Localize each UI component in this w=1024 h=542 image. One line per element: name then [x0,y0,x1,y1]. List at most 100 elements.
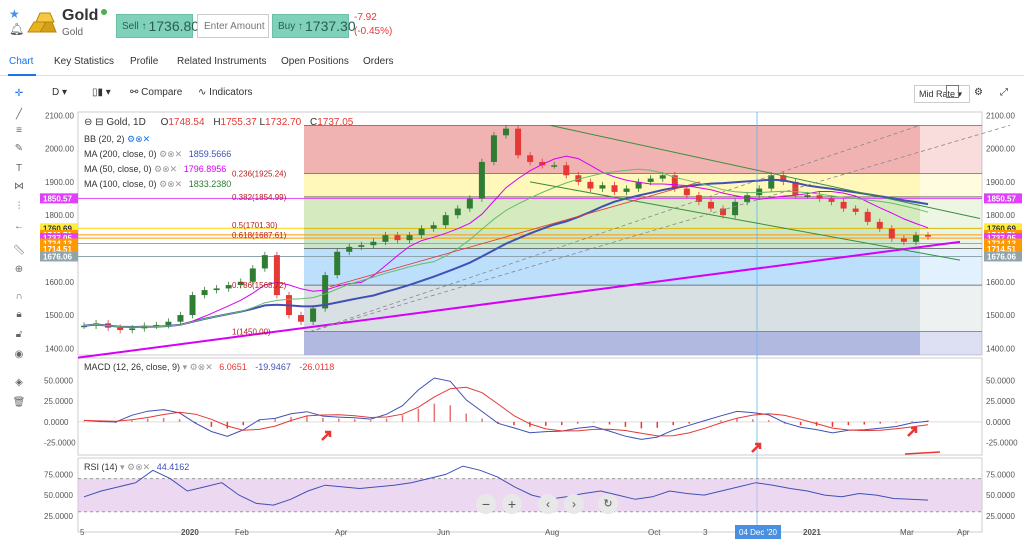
ruler-icon[interactable]: 📏︎ [12,245,26,256]
layers-icon[interactable]: ◈ [15,377,23,388]
expand-icon[interactable]: ⤢ [1000,87,1008,98]
candle-body [587,181,594,189]
candle-body [659,175,666,179]
candle-body [490,135,497,162]
price-type-select[interactable]: Mid Rate ▾ [914,85,970,103]
interval-select[interactable]: D ▾ [52,87,67,98]
tab-key-statistics[interactable]: Key Statistics [54,56,115,67]
instrument-tabs: Chart Key Statistics Profile Related Ins… [0,52,1024,76]
candle-body [346,246,353,252]
candle-body [756,188,763,196]
price-tick-left: 1900.00 [45,178,74,187]
star-icon[interactable]: ★ [9,7,20,21]
price-tag-right [984,238,1022,249]
amount-input[interactable] [197,14,269,38]
sell-button[interactable]: Sell ↑ 1736.80 [116,14,199,38]
tab-chart[interactable]: Chart [9,56,34,67]
magnet-icon[interactable]: ∩ [15,291,23,302]
macd-tick-left: 50.0000 [44,376,73,385]
candle-body [732,201,739,216]
price-tag-left [40,251,78,262]
macd-tick-right: -25.0000 [986,439,1018,448]
ma200-label: MA (200, close, 0) [84,149,157,159]
high-value: 1755.37 [220,117,257,128]
zoom-in-icon[interactable]: + [502,494,522,514]
back-arrow-icon[interactable]: ← [14,221,24,232]
indicator-controls-icon[interactable]: ⚙⊗✕ [159,179,183,189]
caret-down-icon: ▾ [62,87,68,98]
price-tick-left: 1500.00 [45,311,74,320]
candle-body [503,128,509,136]
active-tab-indicator [8,74,36,76]
chart-type-select[interactable]: ▯▮ ▾ [92,87,111,98]
indicator-controls-icon[interactable]: ▾ ⚙⊗✕ [120,462,151,472]
macd-tick-left: -25.0000 [44,439,76,448]
time-tick-label: 5 [80,528,85,537]
open-label: O [160,117,169,128]
candle-body [358,245,365,247]
annotation-arrow-icon [907,426,918,437]
macd-value-1: 6.0651 [219,362,247,372]
tab-orders[interactable]: Orders [363,56,394,67]
fib-icon[interactable]: ⫶ [17,201,21,212]
annotation-line [904,451,941,455]
candle-body [406,235,413,241]
price-tag-right [984,251,1022,262]
rsi-label: RSI (14) [84,462,118,472]
fullscreen-icon[interactable] [946,85,959,98]
candle-body [707,201,714,209]
price-tick-left: 2000.00 [45,145,74,154]
instrument-header: ★ 🔔︎ Gold Gold Sell ↑1736.80 Buy ↑1737.3… [0,0,1024,46]
scroll-right-icon[interactable]: › [564,494,584,514]
eye-icon[interactable]: ◉ [14,349,24,360]
pattern-icon[interactable]: ⋈ [14,181,24,192]
reset-chart-icon[interactable]: ↻ [598,494,618,514]
text-tool-icon[interactable]: T [15,163,23,174]
candle-body [81,325,87,328]
zoom-out-icon[interactable]: − [476,494,496,514]
price-tag-left [40,223,78,234]
indicator-controls-icon[interactable]: ⚙⊗✕ [127,134,151,144]
tab-related-instruments[interactable]: Related Instruments [177,56,267,67]
price-tick-right: 1400.00 [986,344,1015,353]
high-label: H [213,117,221,128]
uptrend-line [77,240,961,359]
macd-value-3: -26.0118 [299,362,335,372]
price-tag-text-left: 1714.51 [43,245,72,254]
indicators-button[interactable]: ∿ Indicators [198,87,253,98]
time-tick-label: 3 [703,528,708,537]
rsi-tick-right: 50.0000 [986,491,1015,500]
gold-bars-logo-icon [27,12,57,33]
crosshair-icon[interactable]: ✛ [14,88,24,99]
trendline-icon[interactable]: ╱ [15,109,23,120]
horizontal-lines-icon[interactable]: ≡ [16,125,22,136]
candle-body [442,215,449,226]
indicator-controls-icon[interactable]: ⚙⊗✕ [159,149,183,159]
tab-open-positions[interactable]: Open Positions [281,56,349,67]
compare-button[interactable]: ⚯ Compare [130,87,182,98]
price-tag-text-left: 1760.69 [43,224,72,233]
fib-label: 1(1450.00) [232,328,271,337]
alert-bell-icon[interactable]: 🔔︎ [9,22,25,36]
lock-icon[interactable]: 🔓︎ [15,329,23,340]
tab-profile[interactable]: Profile [130,56,159,67]
indicator-controls-icon[interactable]: ▾ ⚙⊗✕ [182,362,213,372]
settings-gear-icon[interactable]: ⚙ [974,87,983,98]
lock-drawings-icon[interactable]: 🔒︎ [16,309,22,320]
macd-value-2: -19.9467 [255,362,291,372]
interval-value: D [52,87,60,98]
sell-label: Sell [122,20,139,32]
legend-ma100: MA (100, close, 0) ⚙⊗✕ 1833.2380 [84,179,231,189]
indicator-controls-icon[interactable]: ⚙⊗✕ [154,164,178,174]
price-type-value: Mid Rate [919,89,956,99]
scroll-left-icon[interactable]: ‹ [538,494,558,514]
buy-button[interactable]: Buy ↑ 1737.30 [272,14,356,38]
candle-body [780,175,787,182]
zoom-icon[interactable]: ⊕ [14,264,24,275]
layout-icon[interactable]: ⊟ [95,117,104,128]
change-absolute: -7.92 [354,12,377,23]
trash-icon[interactable]: 🗑︎ [12,397,26,408]
collapse-icon[interactable]: ⊖ [84,117,93,128]
brush-icon[interactable]: ✎ [14,143,24,154]
